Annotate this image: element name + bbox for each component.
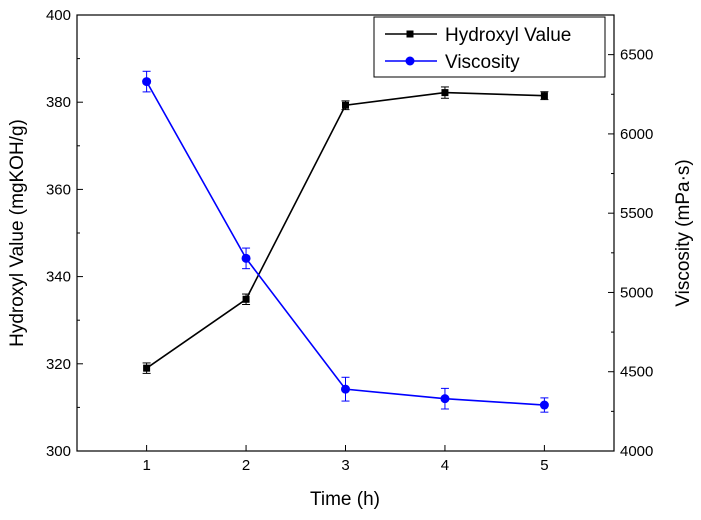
legend-label-hydroxyl: Hydroxyl Value xyxy=(445,25,571,46)
right-y-tick-label: 5000 xyxy=(620,284,653,301)
viscosity-point xyxy=(539,400,549,410)
hydroxyl-point xyxy=(540,92,548,100)
x-tick-label: 4 xyxy=(441,457,449,474)
x-axis-title: Time (h) xyxy=(310,489,380,510)
right-y-axis: 4000 4500 5000 5500 6000 6500 xyxy=(608,47,653,460)
left-y-axis: 300 320 340 360 380 400 xyxy=(46,7,83,460)
x-tick-label: 5 xyxy=(540,457,548,474)
hydroxyl-point xyxy=(342,101,349,109)
viscosity-point xyxy=(241,253,251,263)
series-layer xyxy=(142,70,549,413)
right-y-tick-label: 6000 xyxy=(620,126,653,143)
left-y-tick-label: 340 xyxy=(46,269,71,286)
x-tick-label: 3 xyxy=(341,457,349,474)
right-y-axis-title: Viscosity (mPa·s) xyxy=(673,159,694,306)
viscosity-point xyxy=(142,77,152,87)
right-y-tick-label: 4000 xyxy=(620,443,653,460)
right-y-tick-label: 5500 xyxy=(620,205,653,222)
x-axis: 1 2 3 4 5 xyxy=(142,445,549,474)
legend-label-viscosity: Viscosity xyxy=(445,52,520,73)
viscosity-point xyxy=(341,384,350,394)
viscosity-point xyxy=(440,394,450,404)
legend-marker-square-icon xyxy=(406,30,414,38)
hydroxyl-series-line xyxy=(146,91,545,369)
left-y-axis-title: Hydroxyl Value (mgKOH/g) xyxy=(7,119,28,347)
legend: Hydroxyl Value Viscosity xyxy=(373,16,606,78)
hydroxyl-point xyxy=(441,89,449,97)
right-y-tick-label: 6500 xyxy=(620,47,653,64)
left-y-tick-label: 400 xyxy=(46,7,71,24)
left-y-tick-label: 300 xyxy=(46,443,71,460)
hydroxyl-point xyxy=(143,364,151,372)
left-y-tick-label: 320 xyxy=(46,356,71,373)
viscosity-series-line xyxy=(145,81,545,406)
x-tick-label: 1 xyxy=(142,457,150,474)
right-y-tick-label: 4500 xyxy=(620,364,653,381)
left-y-tick-label: 360 xyxy=(46,181,71,198)
legend-marker-circle-icon xyxy=(405,56,415,66)
x-tick-label: 2 xyxy=(242,457,250,474)
left-y-tick-label: 380 xyxy=(46,94,71,111)
legend-box xyxy=(373,16,606,78)
hydroxyl-point xyxy=(242,295,250,303)
